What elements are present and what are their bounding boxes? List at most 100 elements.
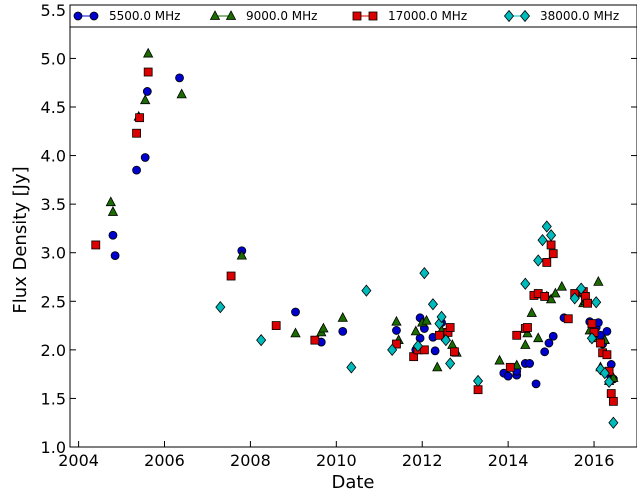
- data-point-diamond: [541, 220, 552, 233]
- data-point-square: [143, 67, 153, 77]
- axes-layer: 2004 2006 2008 2010 2012 2014 2016 1.0 1.5 2.0 2.5…: [41, 1, 637, 470]
- data-point-triangle: [107, 206, 119, 216]
- legend-label: 38000.0 MHz: [540, 9, 619, 23]
- data-point-circle: [540, 347, 550, 357]
- x-tick-label: 2012: [402, 451, 443, 470]
- data-point-diamond: [533, 254, 544, 267]
- data-point-triangle: [410, 325, 421, 336]
- data-point-circle: [291, 307, 300, 317]
- y-tick-label: 1.5: [41, 389, 66, 408]
- data-point-square: [419, 345, 429, 355]
- data-point-square: [602, 350, 612, 360]
- data-point-diamond: [599, 367, 610, 380]
- data-point-square: [546, 240, 556, 250]
- legend-label: 5500.0 MHz: [109, 9, 180, 23]
- data-point-diamond: [546, 229, 557, 242]
- data-point-square: [596, 338, 605, 348]
- plot-layer: [91, 47, 619, 429]
- legend-label: 17000.0 MHz: [388, 9, 467, 23]
- x-tick-label: 2016: [574, 451, 615, 470]
- data-point-square: [563, 314, 573, 324]
- y-tick-label: 4.5: [41, 98, 66, 117]
- plot-frame: [69, 4, 637, 448]
- legend-marker: [89, 11, 99, 21]
- data-point-circle: [548, 331, 558, 341]
- data-point-triangle: [176, 88, 187, 99]
- y-tick-label: 2.5: [41, 292, 66, 311]
- data-point-triangle: [337, 311, 348, 322]
- data-point-square: [540, 292, 550, 301]
- data-point-triangle: [432, 361, 443, 372]
- data-point-square: [392, 339, 401, 349]
- data-point-diamond: [436, 310, 447, 323]
- data-point-square: [548, 249, 558, 259]
- data-point-square: [435, 330, 444, 340]
- x-tick-label: 2006: [144, 451, 185, 470]
- data-point-square: [505, 362, 515, 372]
- legend-marker: [209, 10, 221, 20]
- data-point-triangle: [533, 332, 544, 343]
- data-point-circle: [110, 251, 120, 261]
- y-tick-label: 5.0: [41, 49, 66, 68]
- data-point-triangle: [593, 276, 604, 286]
- data-point-diamond: [419, 266, 430, 280]
- data-point-diamond: [569, 292, 580, 305]
- legend-marker: [352, 11, 362, 21]
- y-tick-label: 4.0: [41, 147, 66, 166]
- legend-marker: [73, 11, 83, 21]
- data-point-circle: [132, 165, 141, 175]
- legend-item: 5500.0 MHz: [73, 9, 180, 23]
- data-point-circle: [544, 338, 554, 348]
- data-point-circle: [338, 326, 348, 336]
- data-point-circle: [503, 371, 513, 381]
- y-tick-label: 5.5: [41, 1, 66, 20]
- x-tick-label: 2004: [58, 451, 99, 470]
- data-point-triangle: [421, 314, 432, 325]
- data-point-triangle: [140, 94, 151, 105]
- series-diamond: [215, 220, 619, 429]
- data-point-circle: [392, 326, 401, 335]
- data-point-diamond: [520, 277, 531, 290]
- x-tick-label: 2014: [488, 451, 529, 470]
- y-axis-label: Flux Density [Jy]: [10, 166, 31, 313]
- data-point-square: [271, 321, 281, 330]
- legend-marker: [225, 10, 237, 20]
- data-point-triangle: [105, 196, 116, 207]
- legend: 5500.0 MHz 9000.0 MHz 17000.0 MHz 38000.0 M…: [69, 4, 637, 28]
- data-point-diamond: [440, 334, 451, 347]
- data-point-circle: [108, 230, 118, 240]
- data-point-triangle: [391, 315, 402, 326]
- data-point-square: [226, 271, 236, 281]
- y-tick-label: 3.5: [41, 195, 66, 214]
- data-point-diamond: [576, 282, 587, 295]
- data-point-diamond: [387, 343, 398, 356]
- x-axis-label: Date: [331, 472, 374, 493]
- data-point-square: [91, 240, 101, 250]
- data-point-circle: [142, 87, 152, 96]
- data-point-triangle: [526, 307, 537, 317]
- legend-marker: [503, 9, 515, 23]
- data-point-diamond: [608, 416, 619, 429]
- data-point-circle: [175, 73, 184, 83]
- data-point-diamond: [361, 284, 372, 297]
- data-point-triangle: [143, 47, 154, 58]
- legend-item: 17000.0 MHz: [352, 9, 467, 23]
- data-point-triangle: [290, 327, 301, 338]
- data-point-circle: [430, 346, 440, 356]
- data-point-circle: [602, 326, 612, 336]
- data-point-triangle: [520, 339, 531, 349]
- legend-label: 9000.0 MHz: [246, 9, 317, 23]
- legend-marker: [368, 11, 378, 21]
- data-point-triangle: [318, 322, 329, 333]
- y-tick-label: 2.0: [41, 341, 66, 360]
- series-square: [91, 67, 618, 406]
- data-point-triangle: [494, 354, 505, 365]
- data-point-square: [523, 323, 532, 332]
- data-point-circle: [525, 359, 535, 368]
- data-point-square: [132, 128, 141, 138]
- legend-item: 38000.0 MHz: [503, 9, 619, 23]
- data-point-square: [512, 330, 522, 340]
- data-point-square: [587, 319, 597, 329]
- data-point-diamond: [445, 357, 456, 370]
